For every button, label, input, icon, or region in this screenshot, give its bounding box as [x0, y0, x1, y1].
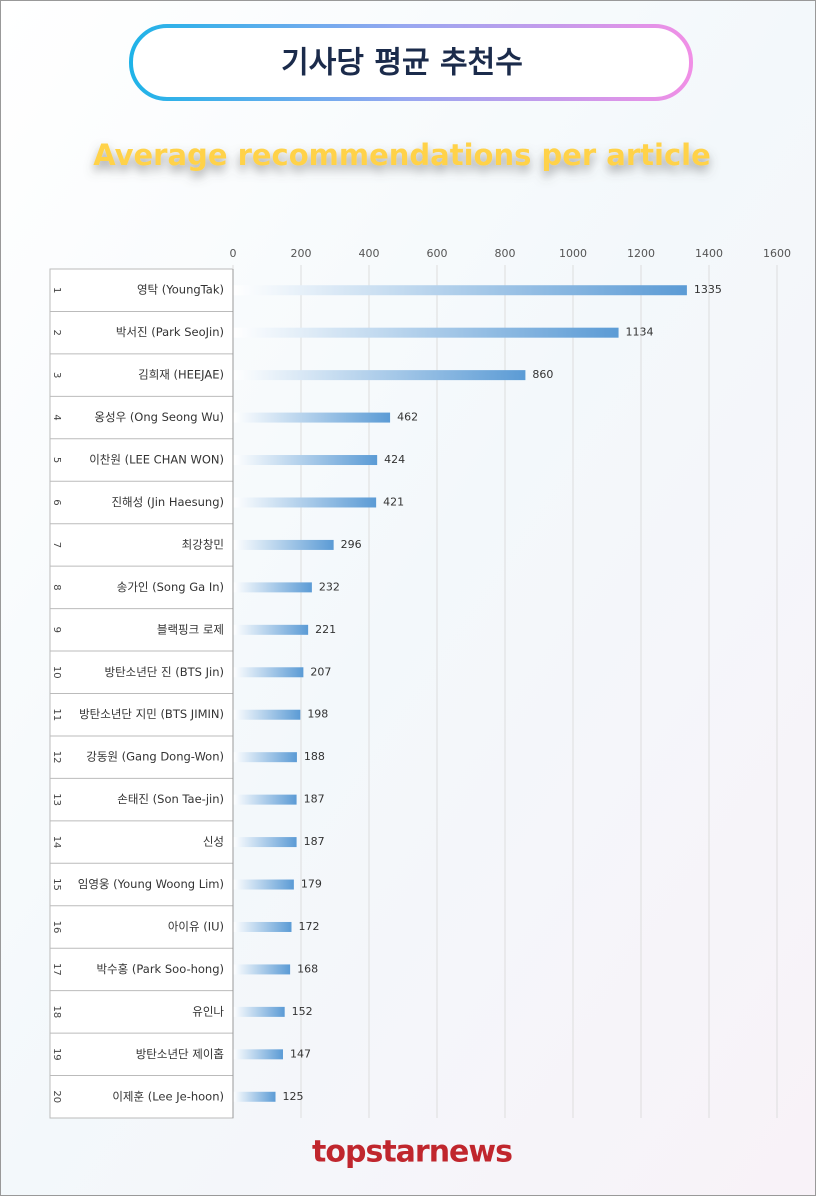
rank-label: 1 — [51, 287, 62, 293]
value-label: 198 — [307, 708, 328, 721]
bar — [233, 1049, 283, 1060]
rank-label: 18 — [51, 1006, 62, 1019]
bar — [233, 667, 304, 678]
x-tick-label: 1400 — [695, 247, 723, 260]
rank-label: 3 — [51, 372, 62, 378]
value-label: 1134 — [626, 326, 654, 339]
value-label: 152 — [292, 1005, 313, 1018]
x-tick-label: 600 — [427, 247, 448, 260]
chart-subtitle: Average recommendations per article — [93, 138, 711, 172]
rank-label: 10 — [51, 666, 62, 679]
category-label: 옹성우 (Ong Seong Wu) — [94, 410, 224, 424]
category-label: 방탄소년단 진 (BTS Jin) — [104, 665, 224, 679]
category-label: 영탁 (YoungTak) — [137, 283, 224, 297]
value-label: 188 — [304, 750, 325, 763]
bar — [233, 582, 312, 593]
bar — [233, 412, 391, 423]
category-label: 박수홍 (Park Soo-hong) — [96, 962, 224, 976]
value-label: 221 — [315, 623, 336, 636]
category-label: 송가인 (Song Ga In) — [117, 580, 224, 594]
rank-label: 7 — [51, 542, 62, 548]
brand-logo: topstarnews — [312, 1135, 512, 1170]
value-label: 187 — [304, 835, 325, 848]
bar — [233, 964, 291, 975]
value-label: 860 — [532, 368, 553, 381]
value-label: 168 — [297, 962, 318, 975]
bar — [233, 1006, 285, 1017]
rank-label: 14 — [51, 836, 62, 849]
category-label: 유인나 — [192, 1004, 224, 1018]
rank-label: 13 — [51, 793, 62, 806]
category-label: 신성 — [203, 835, 224, 849]
bar — [233, 709, 301, 720]
bar — [233, 539, 334, 550]
value-label: 207 — [310, 665, 331, 678]
value-label: 172 — [298, 920, 319, 933]
rank-label: 6 — [51, 499, 62, 505]
rank-label: 4 — [51, 414, 62, 420]
value-label: 424 — [384, 453, 405, 466]
x-tick-label: 400 — [359, 247, 380, 260]
rank-label: 2 — [51, 329, 62, 335]
bar — [233, 370, 526, 381]
value-label: 421 — [383, 495, 404, 508]
chart-title: 기사당 평균 추천수 — [281, 46, 523, 81]
rank-label: 5 — [51, 457, 62, 463]
category-label: 박서진 (Park SeoJin) — [116, 325, 224, 339]
x-tick-label: 0 — [230, 247, 237, 260]
value-label: 462 — [397, 411, 418, 424]
category-label: 김희재 (HEEJAE) — [138, 368, 224, 382]
rank-label: 19 — [51, 1048, 62, 1061]
category-label: 이제훈 (Lee Je-hoon) — [112, 1089, 224, 1103]
title-box — [129, 24, 693, 101]
rank-label: 20 — [51, 1090, 62, 1103]
bar — [233, 921, 292, 932]
rank-label: 16 — [51, 921, 62, 934]
category-label: 이찬원 (LEE CHAN WON) — [89, 453, 224, 467]
category-label: 방탄소년단 지민 (BTS JIMIN) — [79, 707, 224, 721]
x-tick-label: 200 — [291, 247, 312, 260]
bar — [233, 497, 377, 508]
category-label: 블랙핑크 로제 — [157, 622, 224, 636]
value-label: 179 — [301, 878, 322, 891]
rank-label: 15 — [51, 878, 62, 891]
category-label: 진해성 (Jin Haesung) — [111, 495, 224, 509]
value-label: 125 — [283, 1090, 304, 1103]
x-tick-label: 1000 — [559, 247, 587, 260]
category-label: 손태진 (Son Tae-jin) — [117, 792, 224, 806]
bar — [233, 455, 378, 466]
value-label: 187 — [304, 793, 325, 806]
x-tick-label: 800 — [495, 247, 516, 260]
rank-label: 9 — [51, 627, 62, 633]
x-tick-label: 1600 — [763, 247, 791, 260]
bar — [233, 794, 297, 805]
rank-label: 8 — [51, 584, 62, 590]
bar — [233, 837, 297, 848]
bar — [233, 624, 309, 635]
value-label: 296 — [341, 538, 362, 551]
category-label: 최강창민 — [182, 537, 224, 551]
bar — [233, 879, 294, 890]
rank-label: 12 — [51, 751, 62, 764]
category-label: 방탄소년단 제이홉 — [136, 1047, 224, 1061]
bar — [233, 752, 297, 763]
rank-label: 11 — [51, 708, 62, 721]
bar — [233, 285, 687, 296]
category-label: 임영웅 (Young Woong Lim) — [78, 877, 224, 891]
value-label: 1335 — [694, 283, 722, 296]
bar — [233, 327, 619, 338]
category-label: 아이유 (IU) — [168, 919, 224, 933]
value-label: 147 — [290, 1047, 311, 1060]
rank-label: 17 — [51, 963, 62, 976]
bar — [233, 1091, 276, 1102]
x-tick-label: 1200 — [627, 247, 655, 260]
value-label: 232 — [319, 580, 340, 593]
category-label: 강동원 (Gang Dong-Won) — [86, 750, 224, 764]
